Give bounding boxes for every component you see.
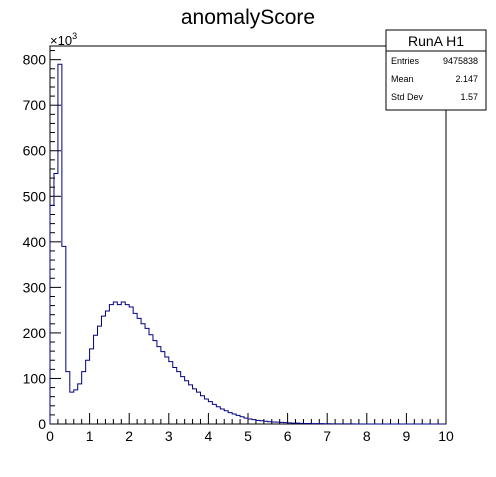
x-tick-label: 0	[46, 428, 54, 444]
y-tick-label: 600	[23, 143, 47, 159]
x-tick-label: 8	[363, 428, 371, 444]
x-tick-label: 7	[323, 428, 331, 444]
stats-box-title: RunA H1	[408, 33, 464, 49]
stats-box-frame	[385, 29, 487, 111]
y-tick-label: 200	[23, 325, 47, 341]
x-tick-label: 1	[86, 428, 94, 444]
y-tick-label: 0	[38, 416, 46, 432]
stats-entries-label: Entries	[391, 56, 420, 66]
stats-entries-value: 9475838	[443, 56, 478, 66]
y-multiplier-label: ×103	[50, 31, 77, 48]
histogram-line	[49, 63, 446, 425]
chart-title: anomalyScore	[181, 6, 315, 29]
stats-mean-label: Mean	[391, 74, 414, 84]
y-tick-label: 500	[23, 188, 47, 204]
x-tick-label: 6	[284, 428, 292, 444]
histogram-series	[49, 63, 446, 425]
x-tick-label: 4	[205, 428, 213, 444]
y-tick-label: 700	[23, 97, 47, 113]
x-tick-label: 3	[165, 428, 173, 444]
y-tick-label: 800	[23, 52, 47, 68]
x-axis: 0 1 2 3 4 5 6 7 8 9 10	[46, 413, 454, 444]
y-tick-label: 300	[23, 279, 47, 295]
stats-mean-value: 2.147	[455, 74, 478, 84]
y-tick-label: 100	[23, 370, 47, 386]
stats-stddev-value: 1.57	[460, 92, 478, 102]
y-axis: 0 100 200 300 400 500 600 700 800	[23, 50, 61, 432]
x-tick-label: 5	[244, 428, 252, 444]
x-tick-label: 2	[125, 428, 133, 444]
stats-box: RunA H1 Entries 9475838 Mean 2.147 Std D…	[385, 29, 487, 111]
x-tick-label: 10	[438, 428, 454, 444]
x-tick-label: 9	[403, 428, 411, 444]
stats-stddev-label: Std Dev	[391, 92, 424, 102]
y-tick-label: 400	[23, 234, 47, 250]
